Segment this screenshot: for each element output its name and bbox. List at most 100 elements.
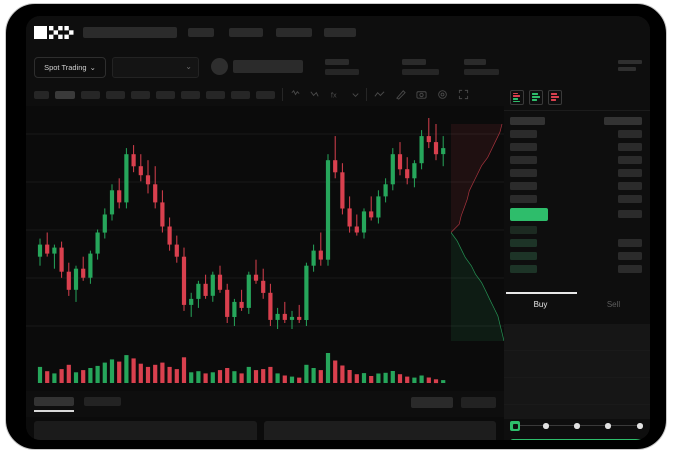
orders-action-button-2[interactable]: [461, 397, 496, 408]
last-price-display: [233, 60, 303, 73]
field-divider-3: [504, 404, 650, 405]
stat-block-1: [325, 59, 359, 75]
app-screen: Spot Trading ⌄ ⌄: [26, 16, 650, 440]
header-menu-icon[interactable]: [618, 60, 642, 74]
bid-row-size[interactable]: [618, 239, 642, 247]
trading-pair-select[interactable]: ⌄: [112, 57, 199, 78]
candlestick-chart[interactable]: [26, 106, 504, 341]
top-navigation-bar: [26, 16, 650, 49]
timeframe-chip-8[interactable]: [206, 91, 225, 99]
order-book-divider: [504, 110, 650, 111]
timeframe-chip-5[interactable]: [131, 91, 150, 99]
bid-row-price[interactable]: [510, 265, 537, 273]
order-book-last-price: [510, 208, 548, 221]
tab-sell[interactable]: Sell: [606, 300, 621, 309]
percent-slider[interactable]: [510, 421, 644, 431]
ask-row-price[interactable]: [510, 169, 537, 177]
ask-row-price[interactable]: [510, 130, 537, 138]
chevron-down-icon: ⌄: [89, 63, 96, 72]
toolbar-divider: [282, 88, 283, 101]
slider-stop-100[interactable]: [637, 423, 643, 429]
order-type-field[interactable]: [504, 324, 650, 350]
total-field[interactable]: [504, 405, 650, 419]
drawing-pencil-icon[interactable]: [395, 89, 406, 100]
chart-type-icon[interactable]: [309, 89, 320, 100]
line-chart-icon[interactable]: [374, 89, 385, 100]
timeframe-chip-4[interactable]: [106, 91, 125, 99]
device-frame: Spot Trading ⌄ ⌄: [5, 3, 667, 450]
market-subheader: Spot Trading ⌄ ⌄: [26, 49, 650, 84]
ask-row-size[interactable]: [618, 169, 642, 177]
slider-handle[interactable]: [510, 421, 520, 431]
svg-text:fx: fx: [331, 90, 337, 99]
tab-buy[interactable]: Buy: [533, 300, 548, 309]
nav-item-2[interactable]: [229, 28, 263, 37]
timeframe-chip-9[interactable]: [231, 91, 250, 99]
volume-histogram: [26, 341, 504, 391]
last-price-size: [618, 210, 642, 218]
camera-icon[interactable]: [416, 89, 427, 100]
price-field[interactable]: [504, 351, 650, 377]
timeframe-chip-6[interactable]: [156, 91, 175, 99]
slider-stop-50[interactable]: [574, 423, 580, 429]
spot-trading-label: Spot Trading: [44, 63, 87, 72]
orders-action-button-1[interactable]: [411, 397, 453, 408]
settings-gear-icon[interactable]: [437, 89, 448, 100]
tab-open-orders[interactable]: [34, 397, 74, 406]
indicators-icon[interactable]: fx: [330, 89, 341, 100]
bid-row-size[interactable]: [618, 265, 642, 273]
timeframe-chip-3[interactable]: [81, 91, 100, 99]
ask-row-price[interactable]: [510, 182, 537, 190]
buy-tab-underline: [506, 292, 577, 294]
ob-mode-asks-icon[interactable]: [548, 90, 562, 105]
timeframe-chip-2[interactable]: [55, 91, 75, 99]
chart-toolbar: fx: [26, 84, 504, 106]
submit-buy-button[interactable]: [510, 439, 644, 440]
amount-field[interactable]: [504, 378, 650, 404]
timeframe-chip-7[interactable]: [181, 91, 200, 99]
ob-mode-bids-icon[interactable]: [529, 90, 543, 105]
nav-search-input[interactable]: [83, 27, 177, 38]
order-book-depth-chart: [451, 124, 504, 341]
spot-trading-dropdown[interactable]: Spot Trading ⌄: [34, 57, 106, 78]
candlestick-series: [37, 118, 446, 329]
chevron-down-icon[interactable]: [350, 89, 361, 100]
field-divider-1: [504, 350, 650, 351]
candlestick-chart-icon[interactable]: [290, 89, 301, 100]
field-divider-2: [504, 377, 650, 378]
order-book-panel: Buy Sell: [504, 84, 650, 440]
ask-row-price[interactable]: [510, 143, 537, 151]
bid-row-price[interactable]: [510, 252, 537, 260]
ob-mode-both-icon[interactable]: [510, 90, 524, 105]
slider-stop-25[interactable]: [543, 423, 549, 429]
fullscreen-icon[interactable]: [458, 89, 469, 100]
coin-avatar: [211, 58, 228, 75]
slider-stop-75[interactable]: [605, 423, 611, 429]
nav-item-3[interactable]: [276, 28, 312, 37]
volume-series: [37, 353, 446, 384]
bid-row-size[interactable]: [618, 252, 642, 260]
bid-row-price[interactable]: [510, 239, 537, 247]
ask-row-price[interactable]: [510, 195, 537, 203]
active-tab-underline: [34, 410, 74, 412]
ask-row-size[interactable]: [618, 143, 642, 151]
ask-row-size[interactable]: [618, 182, 642, 190]
bid-row-price[interactable]: [510, 226, 537, 234]
ask-row-size[interactable]: [618, 156, 642, 164]
timeframe-chip-1[interactable]: [34, 91, 49, 99]
orders-tab-bar: [26, 391, 504, 417]
orders-panel-left[interactable]: [34, 421, 257, 440]
tab-order-history[interactable]: [84, 397, 121, 406]
nav-item-4[interactable]: [324, 28, 356, 37]
ask-row-price[interactable]: [510, 156, 537, 164]
okx-logo[interactable]: [34, 26, 74, 39]
ask-row-size[interactable]: [618, 195, 642, 203]
orders-panel-right[interactable]: [264, 421, 496, 440]
orders-content-area: [26, 417, 504, 440]
ask-row-size[interactable]: [618, 130, 642, 138]
chevron-down-icon: ⌄: [185, 62, 192, 71]
timeframe-chip-10[interactable]: [256, 91, 275, 99]
toolbar-divider-2: [366, 88, 367, 101]
stat-block-3: [464, 59, 499, 75]
nav-item-1[interactable]: [188, 28, 214, 37]
